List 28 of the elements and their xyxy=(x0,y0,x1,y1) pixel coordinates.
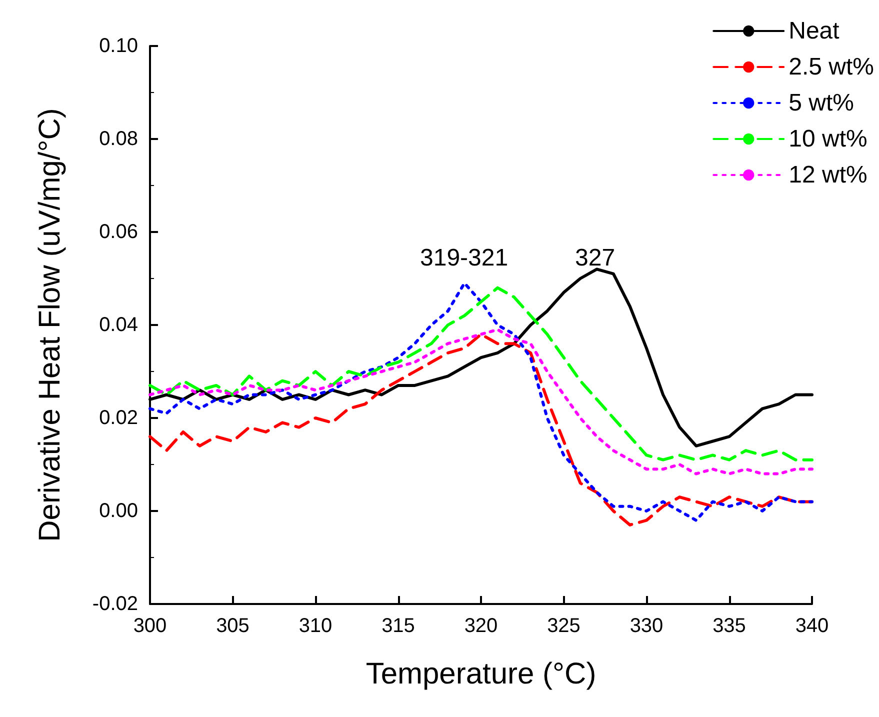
line-series xyxy=(148,286,814,462)
y-axis-title: Derivative Heat Flow (uV/mg/°C) xyxy=(34,108,66,542)
x-tick-label: 300 xyxy=(133,615,167,637)
line-series xyxy=(148,328,814,476)
annotation: 327 xyxy=(575,244,616,272)
x-tick-label: 315 xyxy=(382,615,415,637)
annotation: 319-321 xyxy=(420,244,508,272)
x-tick-label: 340 xyxy=(795,615,829,637)
y-tick-label: 0.00 xyxy=(99,500,138,522)
y-tick-label: 0.08 xyxy=(99,128,138,150)
x-tick-label: 310 xyxy=(298,615,332,637)
x-tick-label: 305 xyxy=(216,615,250,637)
legend-label: 12 wt% xyxy=(788,162,868,188)
x-tick-label: 335 xyxy=(712,615,746,637)
y-tick-label: 0.04 xyxy=(99,314,138,336)
y-tick-label: 0.02 xyxy=(99,407,138,429)
y-tick-label: 0.10 xyxy=(99,35,138,57)
legend-label: 10 wt% xyxy=(788,126,868,152)
x-tick-label: 325 xyxy=(547,615,580,637)
y-tick-label: -0.02 xyxy=(92,593,138,615)
legend-label: 5 wt% xyxy=(788,90,854,116)
x-axis-title: Temperature (°C) xyxy=(366,658,596,690)
legend-label: 2.5 wt% xyxy=(788,54,874,80)
x-tick-label: 330 xyxy=(630,615,664,637)
line-series xyxy=(148,282,814,522)
x-tick-label: 320 xyxy=(464,615,498,637)
legend-label: Neat xyxy=(788,18,840,44)
y-tick-label: 0.06 xyxy=(99,221,138,243)
